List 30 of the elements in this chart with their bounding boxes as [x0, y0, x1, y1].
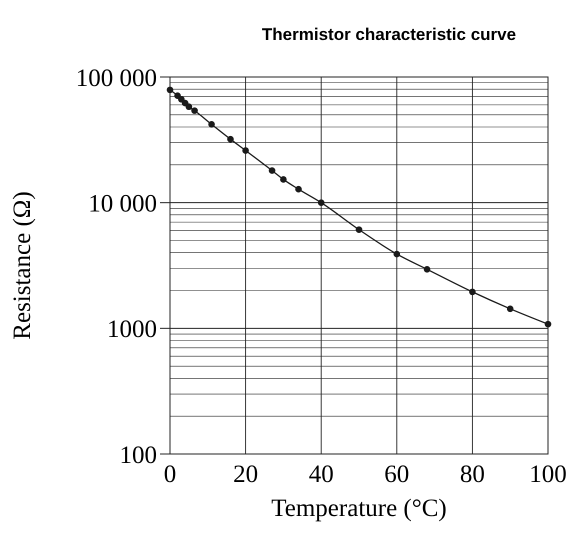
- point: [544, 320, 552, 328]
- point: [394, 250, 400, 258]
- x-axis-title: Temperature (°C): [271, 495, 447, 522]
- point: [242, 147, 249, 154]
- x-tick-label: 0: [164, 461, 176, 488]
- point: [469, 288, 476, 296]
- y-tick-label: 100: [120, 442, 157, 469]
- point: [356, 226, 362, 233]
- x-tick-label: 100: [529, 461, 567, 488]
- y-tick-label: 100 000: [76, 64, 157, 92]
- y-tick-label: 10 000: [88, 190, 157, 218]
- point: [506, 306, 514, 312]
- chart-title: Thermistor characteristic curve: [262, 25, 516, 44]
- point: [295, 186, 302, 192]
- x-tick-label: 60: [384, 461, 410, 488]
- x-tick-label: 20: [233, 461, 258, 488]
- point: [424, 266, 430, 273]
- point: [186, 103, 192, 110]
- point: [166, 86, 174, 94]
- point: [268, 167, 276, 174]
- point: [208, 121, 215, 128]
- y-tick-label: 1000: [107, 316, 157, 344]
- x-tick-label: 80: [460, 461, 485, 488]
- point: [227, 136, 234, 142]
- point: [318, 199, 324, 206]
- point: [178, 96, 185, 103]
- x-tick-label: 40: [308, 461, 334, 488]
- y-axis-title: Resistance (Ω): [9, 191, 36, 340]
- point: [280, 176, 287, 183]
- point: [191, 107, 198, 114]
